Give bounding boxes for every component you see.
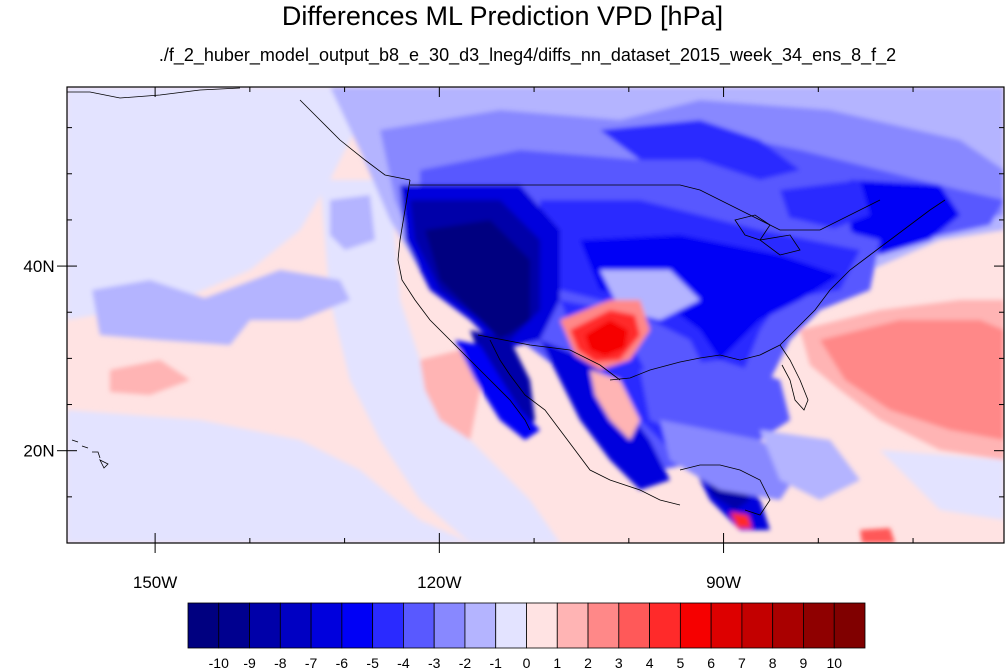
colorbar-swatch (803, 602, 835, 649)
island-a (71, 439, 79, 443)
lat-tick-label: 40N (23, 257, 54, 276)
colorbar-swatch (618, 602, 650, 649)
contour-caribbean (760, 430, 860, 500)
colorbar-swatch (833, 602, 866, 649)
colorbar-swatch (372, 602, 404, 649)
colorbar-level-label: -5 (366, 655, 379, 671)
contour-sa-red (860, 528, 895, 543)
map-title: Differences ML Prediction VPD [hPa] (281, 1, 724, 31)
contour-gulf-light (660, 420, 800, 500)
colorbar-swatch (679, 602, 712, 649)
contour-pacific-red1 (110, 360, 190, 395)
colorbar-swatch (495, 602, 527, 649)
axis-ticks (57, 87, 1004, 553)
coastline-alaska-edge (67, 87, 241, 99)
coastline-west (397, 179, 531, 431)
colorbar-level-label: 8 (769, 655, 777, 671)
coastline-east (779, 199, 946, 346)
colorbar (187, 602, 866, 649)
colorbar-swatch (649, 602, 681, 649)
colorbar-level-label: 0 (523, 655, 531, 671)
colorbar-level-label: -9 (243, 655, 256, 671)
contour-field (67, 87, 1004, 543)
colorbar-swatch (464, 602, 497, 649)
plot-frame (66, 86, 1005, 544)
contour-pacific-mid (67, 410, 470, 543)
contour-canada-deep (600, 120, 800, 180)
colorbar-swatch (433, 602, 466, 649)
colorbar-swatch (187, 602, 220, 649)
coastline-gulf (609, 344, 781, 381)
contour-pacific-red2 (420, 350, 480, 440)
contour-pacific-band (320, 180, 560, 543)
contour-pacific-blob2 (200, 270, 350, 320)
colorbar-swatch (403, 602, 435, 649)
colorbar-level-label: -3 (428, 655, 441, 671)
coastlines (67, 87, 946, 516)
colorbar-level-label: 3 (615, 655, 623, 671)
contour-northeast (850, 180, 960, 255)
contour-atlantic-red (820, 320, 1004, 440)
colorbar-level-label: 2 (584, 655, 592, 671)
coastline-yucatan (679, 464, 771, 516)
colorbar-labels: -10 -9 -8 -7 -6 -5 -4 -3 -2 -1 0 1 2 3 4 5 6 7 8 9 10 (209, 655, 843, 671)
colorbar-swatch (218, 602, 250, 649)
colorbar-swatch (279, 602, 312, 649)
colorbar-level-label: 10 (826, 655, 842, 671)
contour-pacific-blob1 (92, 280, 250, 345)
colorbar-level-label: 1 (553, 655, 561, 671)
colorbar-level-label: -4 (397, 655, 410, 671)
colorbar-swatch (249, 602, 281, 649)
lon-tick-label: 120W (417, 573, 461, 592)
axis-tick-labels: 150W 120W 90W 40N 20N (23, 257, 741, 592)
lat-tick-label: 20N (23, 442, 54, 461)
contour-baja-outer (455, 340, 540, 440)
colorbar-swatch (556, 602, 589, 649)
island-c (92, 451, 101, 459)
colorbar-level-label: 6 (707, 655, 715, 671)
island-b (81, 445, 89, 449)
colorbar-level-label: 4 (646, 655, 654, 671)
contour-quebec (780, 180, 870, 230)
hawaii-islands (71, 439, 109, 469)
colorbar-level-label: -6 (336, 655, 349, 671)
colorbar-swatch (526, 602, 558, 649)
colorbar-swatch (341, 602, 374, 649)
contour-baja (470, 330, 535, 430)
contour-mexico-1 (540, 340, 670, 490)
coastline-bc (299, 99, 411, 181)
coastline-baja-gulf (489, 339, 681, 506)
colorbar-swatch (310, 602, 343, 649)
colorbar-level-label: -10 (209, 655, 229, 671)
contour-sw-red-core (585, 320, 628, 356)
colorbar-level-label: -2 (459, 655, 472, 671)
coastline-florida (779, 344, 809, 411)
contour-gulf (640, 360, 790, 440)
colorbar-swatch (587, 602, 620, 649)
contour-ca-red (730, 512, 752, 528)
island-d (99, 459, 109, 469)
lon-tick-label: 150W (133, 573, 177, 592)
colorbar-swatch (772, 602, 804, 649)
colorbar-level-label: -1 (490, 655, 503, 671)
contour-mexico-red (590, 370, 640, 440)
contour-us-central (580, 235, 840, 360)
country-border-us-mexico (477, 334, 621, 381)
colorbar-level-label: -8 (274, 655, 287, 671)
contour-atlantic-light (880, 450, 1004, 520)
colorbar-swatch (710, 602, 743, 649)
contour-pacific-blob3 (330, 195, 375, 250)
contour-west-3 (425, 220, 530, 340)
colorbar-level-label: 7 (738, 655, 746, 671)
colorbar-swatch (741, 602, 774, 649)
colorbar-level-label: -7 (305, 655, 318, 671)
colorbar-level-label: 5 (676, 655, 684, 671)
country-border-us-canada (410, 184, 881, 231)
contour-pacific-north (67, 87, 360, 320)
lon-tick-label: 90W (706, 573, 741, 592)
map-subtitle: ./f_2_huber_model_output_b8_e_30_d3_lneg… (158, 45, 897, 65)
colorbar-level-label: 9 (800, 655, 808, 671)
